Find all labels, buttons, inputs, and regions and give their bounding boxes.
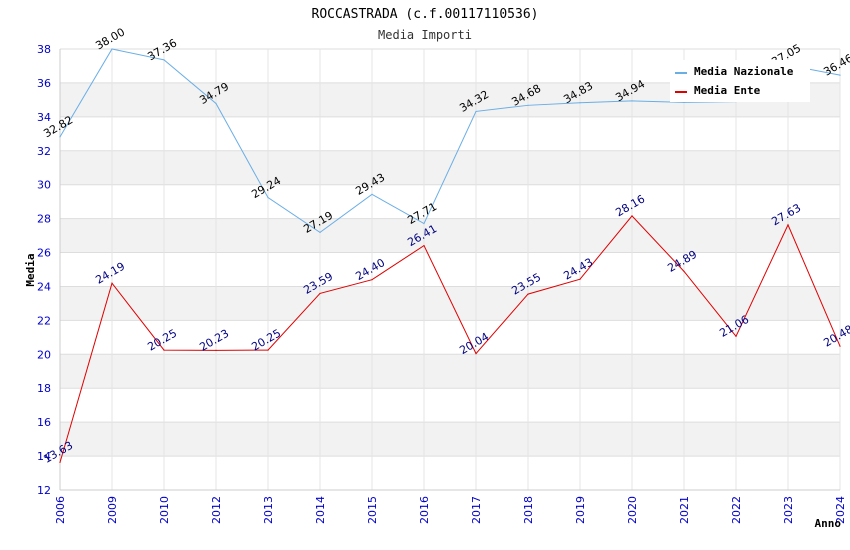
data-point-media-ente <box>475 353 477 355</box>
data-point-media-ente <box>111 282 113 284</box>
data-point-media-ente <box>319 292 321 295</box>
data-point-media-nazionale <box>163 59 165 61</box>
data-point-media-nazionale <box>475 110 477 113</box>
gridlines <box>59 48 841 491</box>
x-tick-label: 2014 <box>314 496 327 524</box>
x-tick-label: 2022 <box>730 496 743 524</box>
legend-box <box>670 60 810 102</box>
data-point-media-nazionale <box>423 222 425 225</box>
x-tick-label: 2021 <box>678 496 691 524</box>
data-point-media-ente <box>735 335 737 337</box>
plot-band <box>60 354 840 389</box>
data-point-media-ente <box>787 224 789 226</box>
x-tick-label: 2019 <box>574 496 587 524</box>
legend: Media Nazionale Media Ente <box>670 60 810 102</box>
data-point-media-ente <box>59 461 61 463</box>
y-tick-label: 32 <box>37 145 51 158</box>
x-tick-label: 2024 <box>834 496 847 524</box>
data-point-media-nazionale <box>527 104 529 106</box>
x-axis-ticks: 2006 2009 2010 2012 2013 2014 2015 2016 2017 2018… <box>54 496 847 524</box>
legend-label-media-ente: Media Ente <box>694 84 761 97</box>
y-tick-label: 20 <box>37 348 51 361</box>
y-tick-label: 12 <box>37 484 51 497</box>
y-tick-label: 24 <box>37 280 51 293</box>
y-tick-label: 38 <box>37 43 51 56</box>
data-point-media-nazionale <box>59 136 61 138</box>
plot-band <box>60 286 840 321</box>
data-point-media-ente <box>215 349 217 352</box>
data-point-media-ente <box>839 345 841 347</box>
y-tick-label: 14 <box>37 450 51 463</box>
plot-band <box>60 218 840 253</box>
x-tick-label: 2006 <box>54 496 67 524</box>
plot-background <box>60 49 840 490</box>
y-tick-label: 22 <box>37 314 51 327</box>
plot-area <box>60 49 840 490</box>
data-label-media-nazionale: 38.00 <box>93 25 127 52</box>
y-tick-label: 18 <box>37 382 51 395</box>
data-point-media-ente <box>163 349 165 351</box>
data-point-media-nazionale <box>319 231 321 233</box>
data-point-media-nazionale <box>579 102 581 104</box>
data-point-media-ente <box>683 270 685 272</box>
x-tick-label: 2016 <box>418 496 431 524</box>
x-tick-label: 2009 <box>106 496 119 524</box>
data-point-media-nazionale <box>839 74 841 76</box>
x-tick-label: 2017 <box>470 496 483 524</box>
x-tick-label: 2013 <box>262 496 275 524</box>
data-point-media-nazionale <box>683 101 685 104</box>
y-axis-title: Media <box>24 253 37 286</box>
series-line-media-nazionale <box>59 48 841 233</box>
y-tick-label: 28 <box>37 213 51 226</box>
data-point-media-nazionale <box>631 100 633 102</box>
x-tick-label: 2012 <box>210 496 223 524</box>
data-point-media-nazionale <box>371 193 373 195</box>
x-tick-label: 2018 <box>522 496 535 524</box>
data-point-media-ente <box>371 279 373 281</box>
chart-title: ROCCASTRADA (c.f.00117110536) <box>312 7 539 22</box>
plot-band <box>60 422 840 457</box>
x-tick-label: 2020 <box>626 496 639 524</box>
data-point-media-ente <box>527 293 529 295</box>
data-point-media-ente <box>579 278 581 280</box>
y-axis-ticks: 12 14 16 18 20 22 24 26 28 30 32 34 36 38 <box>37 43 51 497</box>
x-tick-label: 2015 <box>366 496 379 524</box>
y-tick-label: 34 <box>37 111 51 124</box>
legend-label-media-nazionale: Media Nazionale <box>694 65 794 78</box>
y-tick-label: 26 <box>37 247 51 260</box>
data-point-media-ente <box>423 244 425 247</box>
y-tick-label: 36 <box>37 77 51 90</box>
data-point-media-ente <box>631 215 633 217</box>
chart-subtitle: Media Importi <box>378 28 472 42</box>
x-axis-title: Anno <box>815 517 842 530</box>
data-point-media-nazionale <box>267 196 269 199</box>
data-point-media-ente <box>267 349 269 351</box>
data-point-media-nazionale <box>215 102 217 105</box>
y-tick-label: 16 <box>37 416 51 429</box>
x-tick-label: 2023 <box>782 496 795 524</box>
series-line-media-ente <box>59 215 841 463</box>
y-tick-label: 30 <box>37 179 51 192</box>
data-point-media-nazionale <box>111 48 113 50</box>
x-tick-label: 2010 <box>158 496 171 524</box>
